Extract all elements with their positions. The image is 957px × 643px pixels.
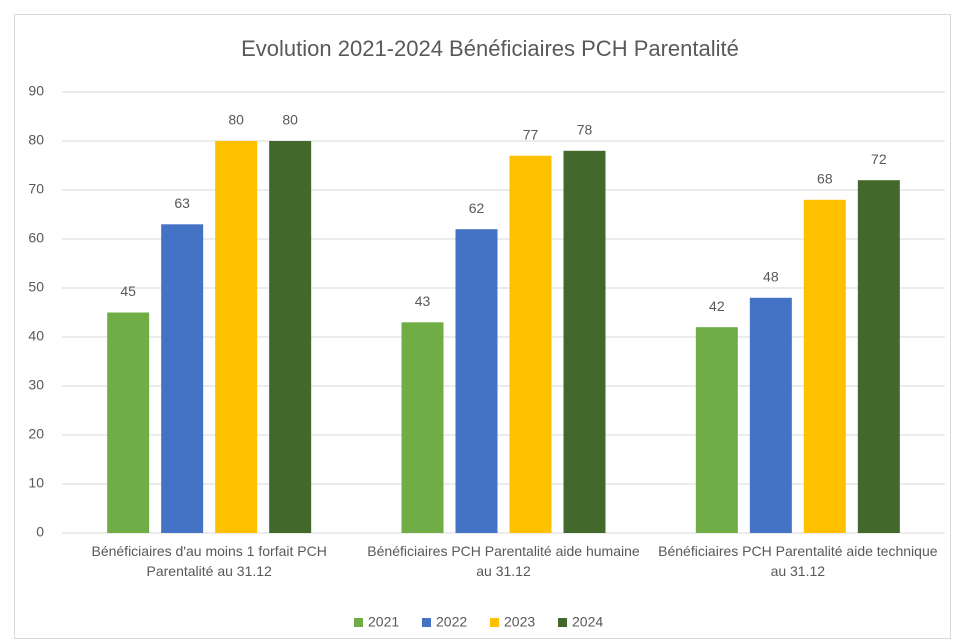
bar xyxy=(857,180,900,533)
y-tick-label: 90 xyxy=(28,83,44,99)
x-tick-label-box: Bénéficiaires PCH Parentalité aide techn… xyxy=(658,543,938,579)
data-label: 63 xyxy=(174,195,190,211)
x-tick-label-box: Bénéficiaires d'au moins 1 forfait PCH P… xyxy=(91,543,327,579)
bar xyxy=(803,199,846,534)
data-label: 72 xyxy=(871,151,887,167)
legend-swatch xyxy=(490,618,499,627)
data-label: 78 xyxy=(577,122,593,138)
legend-label: 2024 xyxy=(572,614,603,630)
bar xyxy=(695,327,738,533)
y-tick-label: 80 xyxy=(28,132,44,148)
y-tick-label: 70 xyxy=(28,181,44,197)
legend-label: 2022 xyxy=(436,614,467,630)
legend-swatch xyxy=(558,618,567,627)
data-label: 80 xyxy=(228,112,244,128)
data-label: 42 xyxy=(709,298,725,314)
y-tick-label: 0 xyxy=(36,524,44,540)
bar xyxy=(749,297,792,533)
bar xyxy=(107,312,150,533)
bar xyxy=(401,322,444,533)
data-label: 45 xyxy=(120,283,136,299)
x-tick-label: Bénéficiaires d'au moins 1 forfait PCH P… xyxy=(91,543,327,579)
bar xyxy=(215,141,258,533)
y-tick-label: 40 xyxy=(28,328,44,344)
legend-swatch xyxy=(354,618,363,627)
y-tick-label: 60 xyxy=(28,230,44,246)
data-label: 68 xyxy=(817,171,833,187)
y-tick-label: 50 xyxy=(28,279,44,295)
chart-title: Evolution 2021-2024 Bénéficiaires PCH Pa… xyxy=(241,36,739,61)
bar xyxy=(269,141,312,533)
y-tick-label: 20 xyxy=(28,426,44,442)
bar xyxy=(161,224,204,534)
legend-swatch xyxy=(422,618,431,627)
x-tick-label: Bénéficiaires PCH Parentalité aide techn… xyxy=(658,543,938,579)
legend-label: 2023 xyxy=(504,614,535,630)
data-label: 43 xyxy=(415,293,431,309)
data-label: 62 xyxy=(469,200,485,216)
bar xyxy=(509,155,552,533)
bar xyxy=(563,150,606,534)
x-tick-label: Bénéficiaires PCH Parentalité aide humai… xyxy=(367,543,640,579)
data-label: 80 xyxy=(282,112,298,128)
y-tick-label: 30 xyxy=(28,377,44,393)
data-label: 77 xyxy=(523,126,539,142)
data-label: 48 xyxy=(763,269,779,285)
x-tick-label-box: Bénéficiaires PCH Parentalité aide humai… xyxy=(367,543,640,579)
legend-label: 2021 xyxy=(368,614,399,630)
y-tick-label: 10 xyxy=(28,475,44,491)
bar xyxy=(455,229,498,533)
